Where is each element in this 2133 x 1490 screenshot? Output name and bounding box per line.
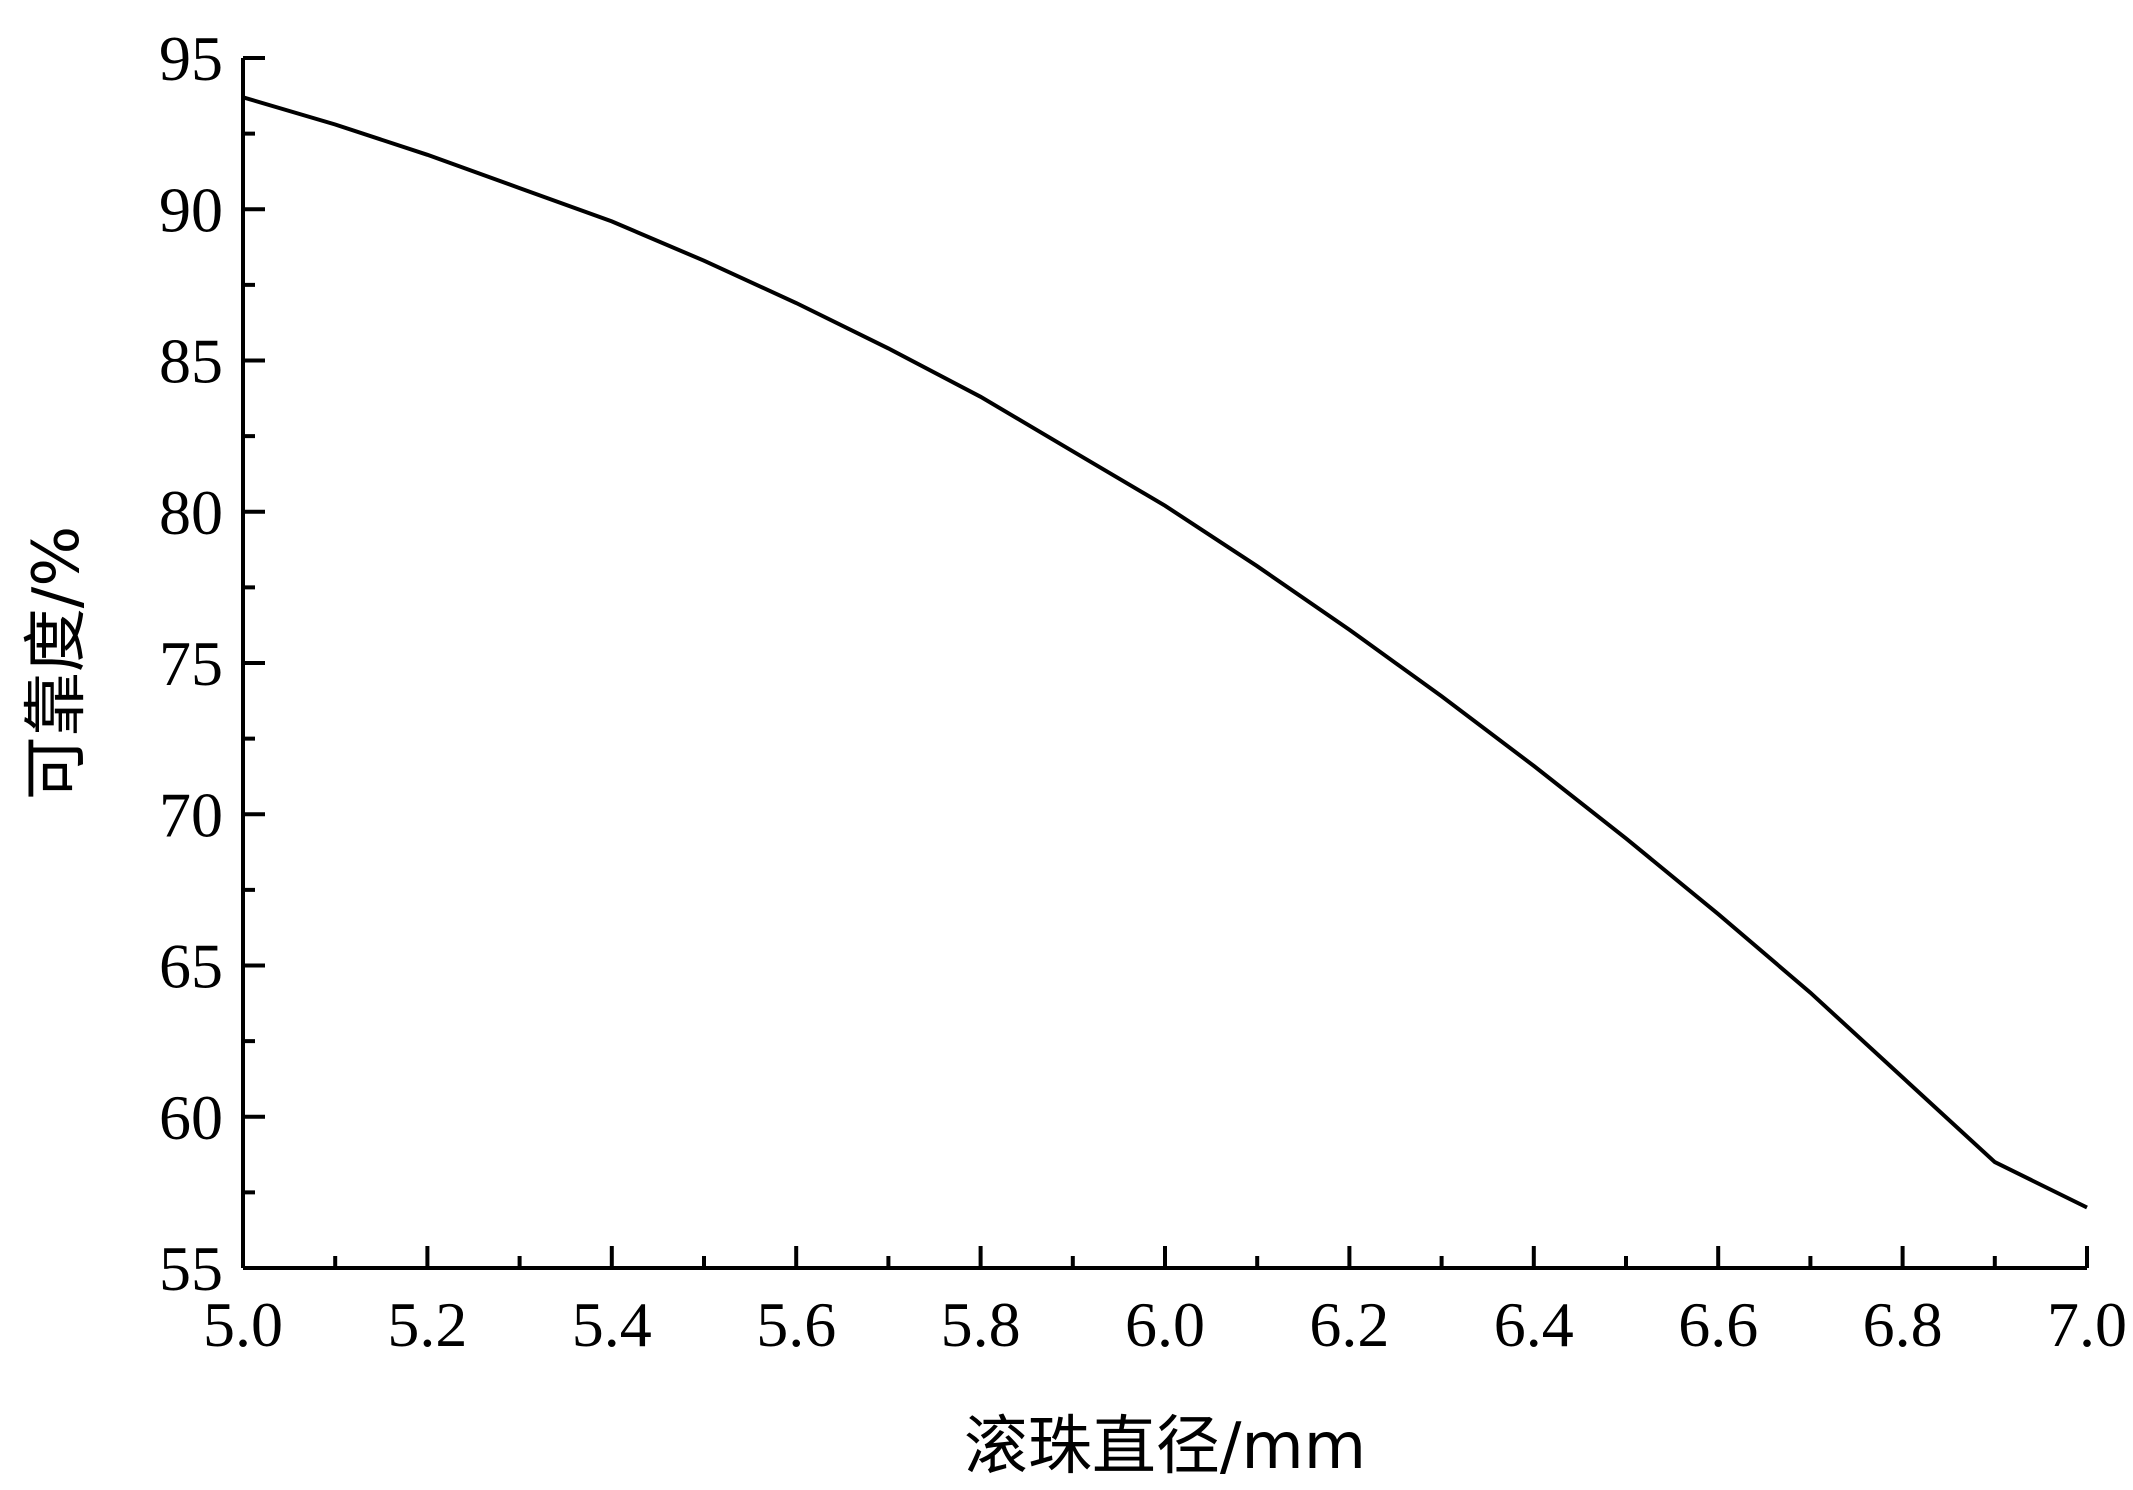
x-tick-label: 6.0 bbox=[1125, 1289, 1205, 1360]
axes bbox=[241, 58, 2087, 1270]
x-axis-title: 滚珠直径/mm bbox=[964, 1410, 1366, 1484]
x-ticks: 5.0 5.2 5.4 5.6 5.8 6.0 6.2 6.4 6.6 6.8 7.0 bbox=[203, 1246, 2127, 1360]
x-tick-label: 6.2 bbox=[1309, 1289, 1389, 1360]
y-ticks: 55 60 65 70 75 80 85 90 95 bbox=[159, 23, 265, 1304]
x-tick-label: 5.0 bbox=[203, 1289, 283, 1360]
y-axis-title: 可靠度/% bbox=[20, 526, 94, 800]
x-tick-label: 5.2 bbox=[387, 1289, 467, 1360]
y-tick-label: 90 bbox=[159, 174, 223, 245]
y-tick-label: 85 bbox=[159, 326, 223, 397]
x-tick-label: 6.8 bbox=[1863, 1289, 1943, 1360]
x-tick-label: 5.6 bbox=[756, 1289, 836, 1360]
y-tick-label: 55 bbox=[159, 1233, 223, 1304]
y-tick-label: 95 bbox=[159, 23, 223, 94]
x-tick-label: 6.6 bbox=[1678, 1289, 1758, 1360]
y-tick-label: 70 bbox=[159, 779, 223, 850]
x-tick-label: 5.8 bbox=[941, 1289, 1021, 1360]
x-tick-label: 6.4 bbox=[1494, 1289, 1574, 1360]
series-group bbox=[242, 95, 2088, 1210]
y-tick-label: 80 bbox=[159, 477, 223, 548]
y-tick-label: 60 bbox=[159, 1082, 223, 1153]
x-tick-label: 7.0 bbox=[2047, 1289, 2127, 1360]
y-tick-label: 75 bbox=[159, 628, 223, 699]
y-tick-label: 65 bbox=[159, 931, 223, 1002]
x-tick-label: 5.4 bbox=[572, 1289, 652, 1360]
reliability-line bbox=[242, 95, 2088, 1210]
